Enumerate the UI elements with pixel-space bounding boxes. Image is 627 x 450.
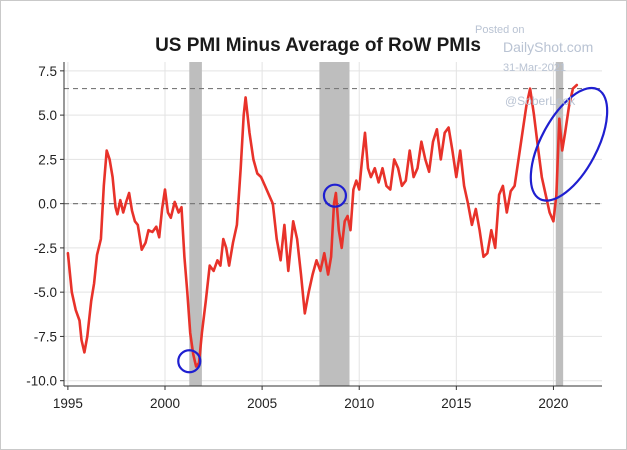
watermark-posted-on: Posted on xyxy=(475,24,525,36)
annotation-ellipse xyxy=(529,86,609,202)
plot-area: 7.5 5.0 2.5 0.0 -2.5 -5.0 -7.5 -10.0 1995 2000 200… xyxy=(26,62,609,411)
watermark-site: DailyShot.com xyxy=(503,39,593,55)
y-tick-label: 7.5 xyxy=(38,64,57,79)
annotation-circle xyxy=(322,183,348,208)
watermark: Posted on DailyShot.com 31-Mar-2021 @Sob… xyxy=(475,24,593,108)
chart-title: US PMI Minus Average of RoW PMIs xyxy=(155,35,481,56)
x-tick-label: 2020 xyxy=(538,396,568,411)
data-line xyxy=(66,83,579,368)
x-tick-label: 2005 xyxy=(247,396,277,411)
watermark-handle: @SoberLook xyxy=(505,94,576,108)
y-tick-label: 5.0 xyxy=(38,108,57,123)
x-tick-label: 1995 xyxy=(53,396,83,411)
y-tick-label: -5.0 xyxy=(34,285,57,300)
y-tick-label: -2.5 xyxy=(34,241,57,256)
x-tick-label: 2000 xyxy=(150,396,180,411)
x-tick-label: 2010 xyxy=(344,396,374,411)
shaded-period xyxy=(189,62,202,386)
y-tick-label: -7.5 xyxy=(34,329,57,344)
y-tick-label: 0.0 xyxy=(38,197,57,212)
y-tick-label: 2.5 xyxy=(38,152,57,167)
shaded-period xyxy=(555,62,564,386)
x-tick-label: 2015 xyxy=(441,396,471,411)
y-tick-label: -10.0 xyxy=(26,374,57,389)
watermark-date: 31-Mar-2021 xyxy=(503,62,566,74)
annotation-circle xyxy=(177,349,202,374)
